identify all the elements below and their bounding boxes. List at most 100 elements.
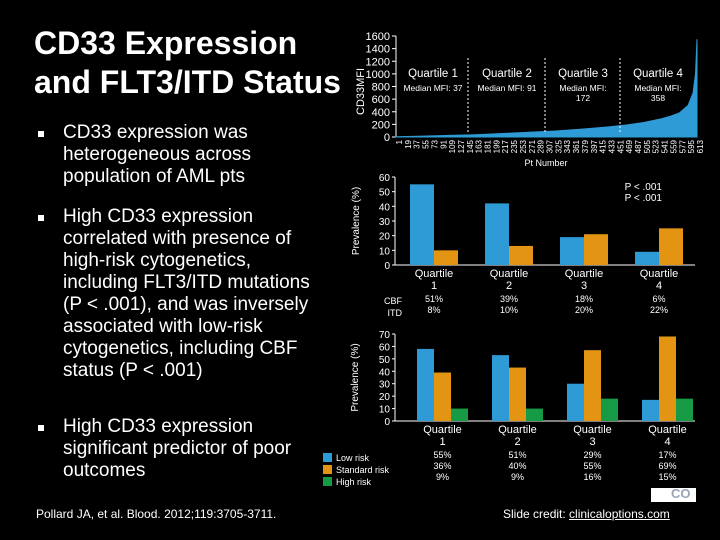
risk-legend-label: High risk <box>336 477 372 487</box>
cbf-itd-data-label: 51% <box>425 294 443 304</box>
quartile-label: Quartile 4 <box>633 68 683 80</box>
mfi-x-tick-label: 73 <box>430 139 439 148</box>
bullet-square-icon <box>38 425 44 431</box>
cbf-itd-category-number: 2 <box>506 280 512 292</box>
risk-data-label: 51% <box>508 450 526 460</box>
risk-data-label: 15% <box>658 472 676 482</box>
cbf-itd-bar-itd <box>584 234 608 265</box>
mfi-y-tick-label: 1400 <box>366 44 390 56</box>
risk-category-label: Quartile <box>423 424 462 436</box>
risk-bar-standard-risk <box>509 367 526 421</box>
cbf-itd-legend-label: ITD <box>388 308 403 318</box>
risk-bar-high-risk <box>601 398 618 421</box>
cbf-itd-data-label: 39% <box>500 294 518 304</box>
quartile-label: Quartile 1 <box>408 68 458 80</box>
risk-legend-label: Standard risk <box>336 465 390 475</box>
mfi-x-tick-label: 487 <box>634 139 643 153</box>
risk-bar-high-risk <box>526 408 543 421</box>
mfi-x-tick-label: 55 <box>422 139 431 148</box>
mfi-x-tick-label: 523 <box>652 139 661 153</box>
risk-legend-swatch <box>323 453 332 462</box>
risk-y-tick-label: 20 <box>379 392 391 403</box>
bullet-1-text: CD33 expression was heterogeneous across… <box>63 122 252 187</box>
cbf-itd-category-label: Quartile <box>490 268 529 280</box>
cbf-itd-y-tick-label: 20 <box>379 232 391 243</box>
risk-y-tick-label: 10 <box>379 405 391 416</box>
cbf-itd-y-tick-label: 30 <box>379 217 391 228</box>
cbf-itd-bar-cbf <box>560 237 584 265</box>
risk-data-label: 69% <box>658 461 676 471</box>
risk-bar-high-risk <box>676 398 693 421</box>
risk-category-number: 2 <box>514 436 520 448</box>
risk-data-label: 55% <box>433 450 451 460</box>
quartile-median-mfi-line1: Median MFI: <box>634 83 681 93</box>
p-value-annotation: P < .001 <box>625 193 663 204</box>
risk-data-label: 16% <box>583 472 601 482</box>
credit-prefix: Slide credit: <box>503 507 570 521</box>
mfi-x-axis-label: Pt Number <box>524 158 567 168</box>
mfi-x-tick-label: 19 <box>404 139 413 148</box>
risk-category-label: Quartile <box>498 424 537 436</box>
mfi-x-tick-label: 361 <box>572 139 581 153</box>
mfi-y-tick-label: 1200 <box>366 56 390 68</box>
mfi-x-tick-label: 163 <box>475 139 484 153</box>
risk-data-label: 9% <box>511 472 524 482</box>
mfi-x-tick-label: 217 <box>501 139 510 153</box>
quartile-median-mfi-line1: Median MFI: <box>559 83 606 93</box>
risk-category-label: Quartile <box>573 424 612 436</box>
title-line-1: CD33 Expression <box>34 25 298 61</box>
risk-bar-low-risk <box>417 348 434 421</box>
quartile-label: Quartile 2 <box>482 68 532 80</box>
risk-category-number: 1 <box>439 436 445 448</box>
cbf-itd-category-label: Quartile <box>415 268 454 280</box>
mfi-y-tick-label: 800 <box>372 82 390 94</box>
mfi-x-tick-label: 235 <box>510 139 519 153</box>
cbf-itd-bar-itd <box>509 245 533 265</box>
risk-bar-standard-risk <box>659 336 676 421</box>
cbf-itd-y-tick-label: 60 <box>379 173 391 184</box>
bullet-square-icon <box>38 131 44 137</box>
cbf-itd-data-label: 20% <box>575 305 593 315</box>
cbf-itd-category-label: Quartile <box>640 268 679 280</box>
cbf-itd-legend-label: CBF <box>384 296 403 306</box>
logo-text: CO <box>671 486 691 501</box>
mfi-x-tick-label: 577 <box>678 139 687 153</box>
mfi-x-tick-label: 127 <box>457 139 466 153</box>
risk-data-label: 29% <box>583 450 601 460</box>
risk-data-label: 17% <box>658 450 676 460</box>
risk-category-number: 4 <box>664 436 670 448</box>
mfi-x-tick-label: 559 <box>669 139 678 153</box>
risk-legend-label: Low risk <box>336 453 370 463</box>
slide-credit: Slide credit: clinicaloptions.com <box>503 507 670 521</box>
quartile-median-mfi: Median MFI: 37 <box>403 83 462 93</box>
risk-data-label: 55% <box>583 461 601 471</box>
mfi-y-tick-label: 600 <box>372 94 390 106</box>
cbf-itd-bar-itd <box>659 228 683 265</box>
title-line-2: and FLT3/ITD Status <box>34 64 341 100</box>
risk-bar-low-risk <box>642 399 659 421</box>
mfi-y-tick-label: 400 <box>372 107 390 119</box>
credit-link[interactable]: clinicaloptions.com <box>569 507 670 521</box>
mfi-x-tick-label: 181 <box>484 139 493 153</box>
cbf-itd-data-label: 8% <box>427 305 440 315</box>
mfi-x-tick-label: 433 <box>608 139 617 153</box>
cbf-itd-data-label: 6% <box>652 294 665 304</box>
risk-bar-high-risk <box>451 408 468 421</box>
risk-bar-standard-risk <box>434 372 451 421</box>
quartile-median-mfi-line2: 358 <box>651 93 665 103</box>
p-value-annotation: P < .001 <box>625 182 663 193</box>
risk-legend-swatch <box>323 477 332 486</box>
mfi-x-tick-label: 145 <box>466 139 475 153</box>
mfi-x-tick-label: 271 <box>528 139 537 153</box>
bullet-3: High CD33 expression significant predict… <box>38 416 310 482</box>
mfi-x-tick-label: 253 <box>519 139 528 153</box>
cbf-itd-bar-cbf <box>485 203 509 265</box>
cbf-itd-y-tick-label: 40 <box>379 202 391 213</box>
risk-y-tick-label: 40 <box>379 367 391 378</box>
risk-data-label: 36% <box>433 461 451 471</box>
risk-y-tick-label: 60 <box>379 342 391 353</box>
mfi-x-tick-label: 397 <box>590 139 599 153</box>
bullet-1: CD33 expression was heterogeneous across… <box>38 122 310 188</box>
risk-y-tick-label: 30 <box>379 380 391 391</box>
